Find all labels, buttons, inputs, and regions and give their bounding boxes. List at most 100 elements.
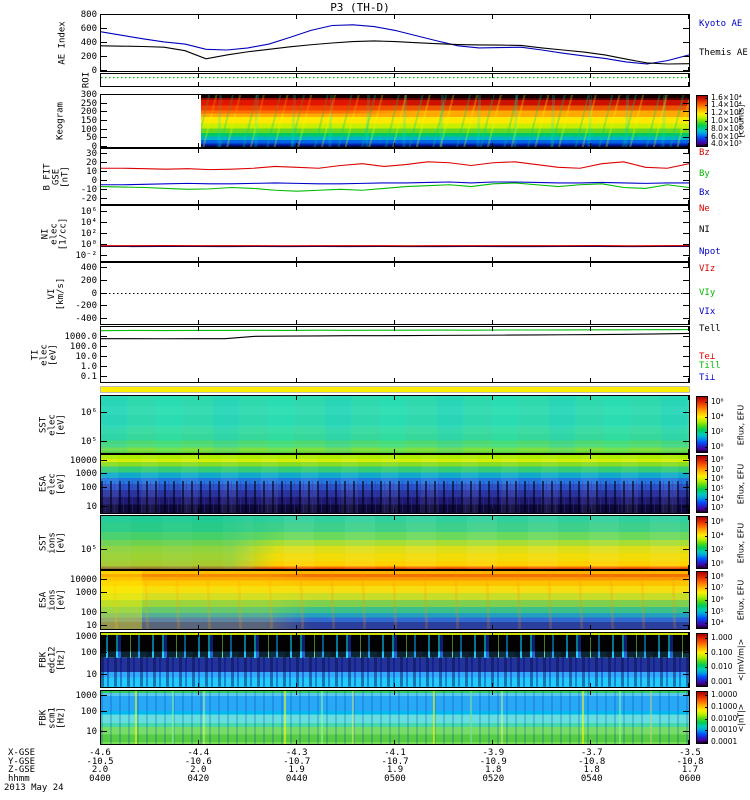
colorbar-tick-mark xyxy=(705,508,708,510)
y-axis-label-line: [nT] xyxy=(60,165,71,188)
x-tick-mark xyxy=(688,320,689,324)
y-tick-label: 100 xyxy=(80,483,97,494)
axis-value: -10.9 xyxy=(479,756,507,767)
y-tick-mark xyxy=(101,731,107,733)
colorbar-tick-label: 10⁴ xyxy=(711,412,724,422)
spectrogram-keogram xyxy=(200,95,689,147)
y-tick-mark xyxy=(101,473,107,475)
y-tick-mark xyxy=(683,56,689,57)
y-tick-label: 10² xyxy=(80,228,97,239)
x-tick-mark xyxy=(100,571,101,575)
x-tick-mark xyxy=(295,320,297,324)
y-tick-mark xyxy=(101,56,107,57)
spectrogram-texture xyxy=(101,455,689,513)
x-tick-mark xyxy=(688,82,689,86)
x-tick-mark xyxy=(491,571,493,575)
panel-esa-ions: 10000 1000 100 10 ESA ions [eV] 10⁸ 10⁷ 10⁶ 10⁵ 10⁴… xyxy=(39,570,746,631)
colorbar-tick-label: 10⁸ xyxy=(711,571,724,581)
legend-tell: Tell xyxy=(699,324,721,335)
x-tick-mark xyxy=(491,95,493,99)
colorbar-tick-label: 10² xyxy=(711,544,724,554)
colorbar-tick-label: 10⁰ xyxy=(711,442,724,452)
x-tick-mark xyxy=(590,633,591,637)
x-tick-mark xyxy=(590,67,591,71)
x-tick-mark xyxy=(197,396,199,400)
axis-value: -10.8 xyxy=(676,756,704,767)
x-tick-mark xyxy=(394,257,395,261)
x-tick-mark xyxy=(100,633,101,637)
panel-keogram: 0 50 100 150 200 250 300 Keogram 1.6×10⁴ 1.4×10⁴ 1… xyxy=(56,90,746,152)
x-tick-mark xyxy=(491,449,493,453)
x-tick-mark xyxy=(197,95,199,99)
axis-value: -10.7 xyxy=(381,756,409,767)
axis-value: 0540 xyxy=(580,773,603,784)
colorbar-tick-mark xyxy=(705,128,708,130)
x-tick-mark xyxy=(491,263,493,267)
y-tick-mark xyxy=(683,128,689,130)
x-tick-mark xyxy=(590,149,591,153)
y-tick-label: 100 xyxy=(80,124,97,135)
colorbar-tick-mark xyxy=(705,469,708,471)
x-tick-mark xyxy=(491,143,493,147)
colorbar-tick-mark xyxy=(705,447,708,449)
panel-roi: ROI xyxy=(82,72,690,88)
y-tick-mark xyxy=(683,70,689,71)
colorbar-tick-label: 1.0×10⁴ xyxy=(711,116,742,125)
x-tick-mark xyxy=(295,82,297,86)
x-tick-mark xyxy=(394,143,395,147)
x-tick-mark xyxy=(100,74,101,78)
axis-row-y-gse: Y-GSE -10.5 -10.6 -10.7 -10.7 -10.9 -10.8 -10.8 xyxy=(0,756,750,768)
x-tick-mark xyxy=(590,571,591,575)
y-axis-label-line: [eV] xyxy=(56,531,67,554)
y-tick-label: 10⁴ xyxy=(80,217,97,228)
y-tick-mark xyxy=(683,266,689,268)
y-tick-mark xyxy=(101,674,107,676)
x-tick-mark xyxy=(394,455,395,459)
y-tick-label: 300 xyxy=(80,90,97,100)
y-tick-mark xyxy=(683,694,689,696)
x-tick-mark xyxy=(590,74,591,78)
legend-npot: Npot xyxy=(699,247,721,258)
y-tick-mark xyxy=(101,232,107,234)
axis-value: 1.9 xyxy=(288,765,305,775)
y-tick-mark xyxy=(101,102,107,104)
y-axis-label-text: FBK edc12 [Hz] xyxy=(39,646,67,673)
y-tick-mark xyxy=(683,152,689,154)
x-tick-mark xyxy=(688,516,689,520)
x-tick-mark xyxy=(100,378,101,382)
x-tick-mark xyxy=(295,67,297,71)
x-tick-mark xyxy=(590,378,591,382)
y-tick-mark xyxy=(683,102,689,104)
x-tick-mark xyxy=(491,320,493,324)
spectrogram-texture xyxy=(101,396,689,453)
series-plot xyxy=(101,327,689,382)
y-tick-mark xyxy=(683,548,689,550)
colorbar-tick-mark xyxy=(705,588,708,590)
x-tick-mark xyxy=(394,149,395,153)
colorbar-tick-mark xyxy=(705,536,708,538)
axis-value: 0400 xyxy=(89,773,111,784)
x-tick-mark xyxy=(197,625,199,629)
y-tick-label: 10.0 xyxy=(75,352,97,363)
x-tick-mark xyxy=(295,149,297,153)
colorbar-tick-label: 10⁴ xyxy=(711,531,724,541)
y-tick-mark xyxy=(101,266,107,268)
x-tick-mark xyxy=(197,516,199,520)
x-tick-mark xyxy=(590,509,591,513)
colorbar xyxy=(696,455,708,513)
spectrogram-texture xyxy=(101,571,689,629)
colorbar-tick-label: 10⁶ xyxy=(711,595,724,604)
axis-value: -4.6 xyxy=(89,748,111,758)
x-tick-mark xyxy=(295,516,297,520)
x-tick-mark xyxy=(100,683,101,687)
date-label: 2013 May 24 xyxy=(4,783,64,793)
x-tick-mark xyxy=(100,327,101,331)
panel-b-fit: -20 -10 0 10 20 30 B FIT GSE [nT] Bz By Bx xyxy=(43,148,710,205)
colorbar-unit-label: Eflux, EFU xyxy=(736,404,746,445)
panel-fbk-scm1: 1000 100 10 FBK scm1 [Hz] 1.0000 0.1000 0.0100 0.… xyxy=(39,690,746,745)
axis-value: -4.3 xyxy=(285,748,308,758)
y-tick-label: 100 xyxy=(80,648,97,659)
x-tick-mark xyxy=(394,683,395,687)
colorbar-tick-mark xyxy=(705,623,708,625)
x-tick-mark xyxy=(197,327,199,331)
